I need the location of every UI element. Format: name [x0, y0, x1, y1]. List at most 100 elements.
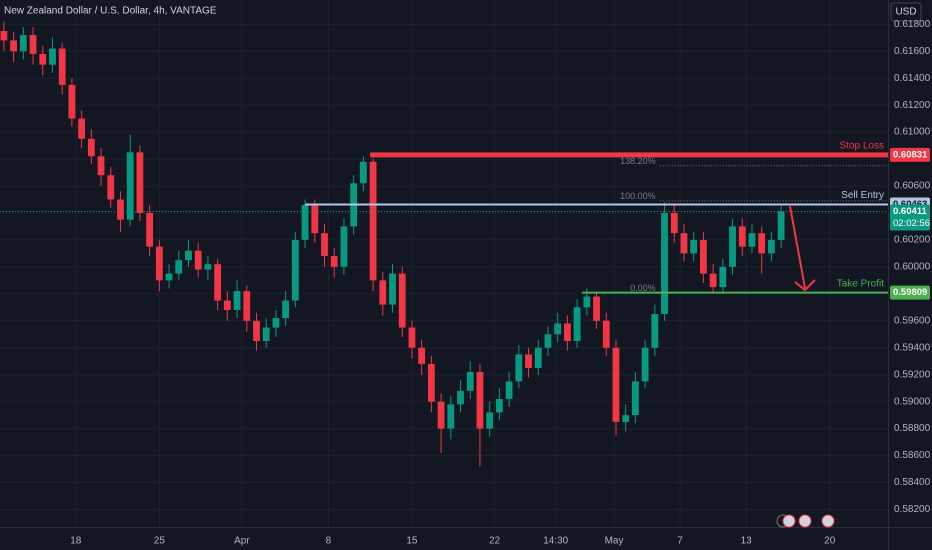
price-tag	[890, 147, 930, 162]
candle-body	[661, 212, 668, 315]
candle-body	[505, 381, 513, 399]
last-price-tag	[890, 204, 930, 231]
last-price-label: 0.60411	[893, 206, 928, 217]
y-tick-label: 0.59200	[894, 369, 931, 380]
candle-body	[10, 40, 18, 52]
candle-body	[155, 246, 163, 281]
candle-body	[700, 239, 707, 274]
y-tick-label: 0.58400	[894, 477, 931, 488]
candle-body	[768, 239, 775, 254]
candle-body	[398, 273, 406, 328]
arrow	[789, 205, 806, 289]
candle-body	[29, 35, 37, 54]
candle-body	[126, 152, 134, 220]
candle-body	[262, 327, 270, 341]
candle-body	[495, 398, 503, 413]
currency-label[interactable]: USD	[895, 7, 916, 18]
x-tick-label: May	[605, 536, 624, 547]
event-icon[interactable]	[782, 514, 796, 528]
candle-body	[78, 118, 86, 139]
candle-body	[641, 347, 649, 382]
event-icons	[776, 514, 835, 528]
candle-body	[622, 415, 630, 422]
y-tick-label: 0.58600	[894, 450, 931, 461]
candle-body	[330, 256, 338, 267]
candle-body	[476, 372, 484, 429]
chart-title: New Zealand Dollar / U.S. Dollar, 4h, VA…	[4, 6, 217, 17]
candle-body	[136, 152, 144, 213]
y-tick-label: 0.61800	[894, 19, 931, 30]
candle-body	[175, 260, 183, 274]
level-name: Stop Loss	[840, 141, 884, 152]
candle-body	[690, 239, 698, 254]
x-tick-label: 8	[326, 536, 332, 547]
price-tag-label: 0.59809	[893, 287, 927, 298]
x-tick-label: 14:30	[543, 536, 568, 547]
candle-body	[602, 320, 610, 348]
y-tick-label: 0.61200	[894, 100, 931, 111]
arrow-head	[794, 279, 816, 292]
fib-label: 138.20%	[620, 156, 656, 166]
y-tick-label: 0.59000	[894, 396, 931, 407]
candle-body	[311, 204, 319, 234]
event-icon[interactable]	[798, 514, 812, 528]
x-tick-label: 22	[489, 536, 501, 547]
candle-body	[185, 250, 192, 261]
price-tag-label: 0.60831	[893, 149, 928, 160]
candle-body	[301, 204, 309, 240]
y-tick-label: 0.58200	[894, 504, 931, 515]
y-tick-label: 0.61000	[894, 127, 931, 138]
level-name: Sell Entry	[841, 190, 884, 201]
candle-body	[631, 381, 639, 416]
candle-body	[272, 318, 280, 328]
candle-body	[777, 211, 785, 240]
candle-body	[340, 226, 348, 267]
candle-body	[194, 250, 202, 270]
candle-body	[68, 84, 76, 119]
candle-body	[117, 199, 124, 220]
currency-button[interactable]	[890, 2, 922, 22]
candle-body	[447, 404, 455, 429]
candle-body	[87, 138, 95, 157]
candle-body	[253, 320, 260, 341]
candle-body	[515, 354, 523, 382]
candle-body	[680, 233, 688, 254]
candle-body	[554, 323, 562, 335]
y-tick-label: 0.60600	[894, 181, 931, 192]
candle-body	[670, 212, 678, 234]
y-tick-label: 0.59400	[894, 342, 931, 353]
candle-body	[534, 347, 542, 368]
candle-body	[19, 35, 27, 52]
x-tick-label: 25	[154, 536, 166, 547]
x-tick-label: 18	[70, 536, 82, 547]
candle-body	[758, 233, 766, 254]
candle-body	[291, 239, 299, 301]
x-tick-label: 20	[824, 536, 836, 547]
x-tick-label: 13	[741, 536, 753, 547]
candle-body	[107, 175, 115, 200]
candle-body	[223, 300, 231, 310]
price-tag	[890, 285, 930, 300]
fib-label: 0.00%	[630, 283, 656, 293]
candle-body	[593, 296, 600, 321]
candle-body	[243, 291, 251, 321]
candle-body	[282, 300, 290, 319]
fib-label: 100.00%	[620, 191, 656, 201]
candle-body	[573, 307, 581, 341]
y-tick-label: 0.60200	[894, 235, 931, 246]
x-tick-label: 7	[677, 536, 683, 547]
candle-body	[719, 266, 727, 288]
candle-body	[49, 48, 56, 65]
candle-body	[146, 212, 154, 247]
countdown-label: 02:02:56	[893, 218, 930, 229]
candle-body	[379, 280, 387, 305]
candle-body	[563, 323, 571, 341]
candle-body	[214, 264, 222, 301]
candle-body	[486, 412, 494, 429]
candle-body	[97, 156, 105, 176]
candle-body	[457, 390, 464, 405]
event-icon[interactable]	[821, 514, 835, 528]
candle-body	[651, 314, 659, 348]
y-tick-label: 0.59600	[894, 315, 931, 326]
